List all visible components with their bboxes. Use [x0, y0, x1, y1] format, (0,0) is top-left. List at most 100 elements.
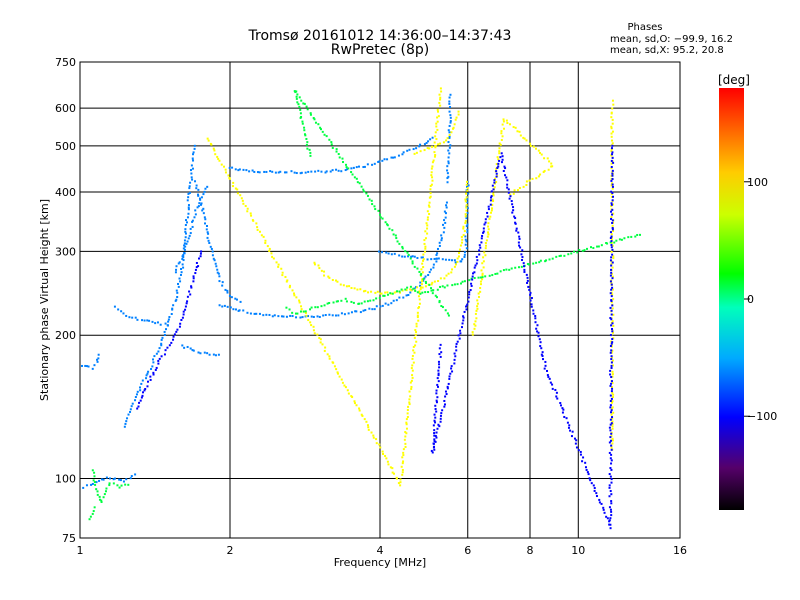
- data-point: [437, 372, 440, 375]
- data-point: [611, 130, 614, 133]
- data-point: [98, 498, 101, 501]
- data-point: [217, 157, 220, 160]
- data-point: [513, 215, 516, 218]
- data-point: [397, 482, 400, 485]
- data-point: [290, 170, 293, 173]
- data-point: [424, 280, 427, 283]
- data-point: [232, 181, 235, 184]
- data-point: [157, 362, 160, 365]
- data-point: [409, 381, 412, 384]
- data-point: [438, 299, 441, 302]
- data-point: [405, 289, 408, 292]
- data-point: [364, 309, 367, 312]
- data-point: [402, 296, 405, 299]
- data-point: [432, 263, 435, 266]
- data-point: [466, 223, 469, 226]
- data-point: [445, 393, 448, 396]
- data-point: [437, 380, 440, 383]
- data-point: [146, 372, 149, 375]
- data-point: [430, 287, 433, 290]
- data-point: [279, 170, 282, 173]
- data-point: [176, 328, 179, 331]
- data-point: [445, 201, 448, 204]
- data-point: [587, 473, 590, 476]
- data-point: [102, 478, 105, 481]
- data-point: [534, 317, 537, 320]
- data-point: [104, 490, 107, 493]
- data-point: [120, 310, 123, 313]
- data-point: [170, 341, 173, 344]
- data-point: [453, 123, 456, 126]
- data-point: [424, 250, 427, 253]
- data-point: [186, 345, 189, 348]
- data-point: [429, 192, 432, 195]
- data-point: [512, 126, 515, 129]
- data-point: [340, 378, 343, 381]
- data-point: [493, 186, 496, 189]
- data-point: [378, 443, 381, 446]
- data-point: [611, 359, 614, 362]
- data-point: [295, 316, 298, 319]
- data-point: [448, 152, 451, 155]
- data-point: [421, 262, 424, 265]
- data-point: [207, 239, 210, 242]
- data-point: [436, 396, 439, 399]
- data-point: [182, 254, 185, 257]
- data-point: [238, 309, 241, 312]
- data-point: [129, 408, 132, 411]
- data-point: [511, 203, 514, 206]
- data-point: [439, 343, 442, 346]
- data-point: [345, 163, 348, 166]
- data-point: [418, 302, 421, 305]
- data-point: [445, 206, 448, 209]
- data-point: [234, 168, 237, 171]
- data-point: [611, 199, 614, 202]
- phase-box-line-x: mean, sd,X: 95.2, 20.8: [610, 45, 724, 56]
- data-point: [392, 233, 395, 236]
- data-point: [108, 484, 111, 487]
- data-point: [335, 150, 338, 153]
- data-point: [228, 177, 231, 180]
- data-point: [178, 261, 181, 264]
- data-point: [449, 93, 452, 96]
- data-point: [418, 145, 421, 148]
- data-point: [489, 215, 492, 218]
- data-point: [85, 484, 88, 487]
- data-point: [435, 399, 438, 402]
- data-point: [501, 123, 504, 126]
- data-point: [610, 342, 613, 345]
- data-point: [161, 336, 164, 339]
- data-point: [611, 420, 614, 423]
- data-point: [610, 250, 613, 253]
- data-point: [486, 211, 489, 214]
- data-point: [413, 255, 416, 258]
- data-point: [435, 125, 438, 128]
- data-point: [457, 255, 460, 258]
- data-point: [288, 286, 291, 289]
- data-point: [440, 412, 443, 415]
- data-point: [432, 424, 435, 427]
- data-point: [271, 315, 274, 318]
- data-point: [448, 136, 451, 139]
- data-point: [154, 322, 157, 325]
- data-point: [411, 357, 414, 360]
- data-point: [443, 405, 446, 408]
- data-point: [430, 449, 433, 452]
- data-point: [198, 257, 201, 260]
- data-point: [84, 364, 87, 367]
- data-point: [97, 357, 100, 360]
- data-point: [450, 131, 453, 134]
- data-point: [228, 294, 231, 297]
- data-point: [438, 366, 441, 369]
- data-point: [185, 219, 188, 222]
- data-point: [440, 237, 443, 240]
- data-point: [576, 251, 579, 254]
- data-point: [611, 277, 614, 280]
- data-point: [200, 196, 203, 199]
- data-point: [526, 276, 529, 279]
- data-point: [179, 280, 182, 283]
- data-point: [324, 346, 327, 349]
- data-point: [415, 147, 418, 150]
- data-point: [202, 212, 205, 215]
- data-point: [351, 173, 354, 176]
